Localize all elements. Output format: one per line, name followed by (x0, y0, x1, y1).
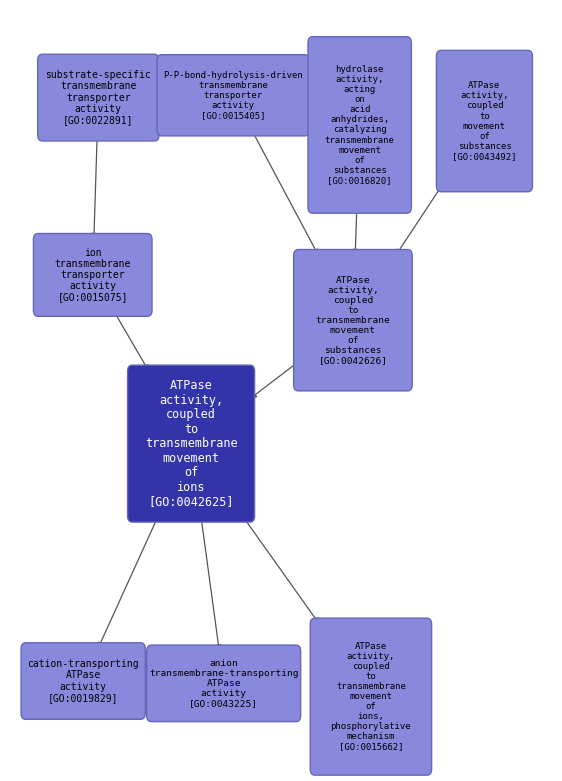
Text: ATPase
activity,
coupled
to
transmembrane
movement
of
ions
[GO:0042625]: ATPase activity, coupled to transmembran… (145, 379, 237, 508)
FancyBboxPatch shape (310, 619, 432, 775)
Text: substrate-specific
transmembrane
transporter
activity
[GO:0022891]: substrate-specific transmembrane transpo… (46, 70, 151, 125)
FancyBboxPatch shape (38, 55, 159, 141)
FancyBboxPatch shape (436, 50, 533, 192)
FancyBboxPatch shape (157, 55, 309, 136)
FancyBboxPatch shape (308, 37, 411, 213)
Text: P-P-bond-hydrolysis-driven
transmembrane
transporter
activity
[GO:0015405]: P-P-bond-hydrolysis-driven transmembrane… (164, 71, 303, 119)
FancyBboxPatch shape (293, 250, 413, 391)
FancyBboxPatch shape (21, 643, 145, 719)
FancyBboxPatch shape (128, 366, 255, 522)
Text: cation-transporting
ATPase
activity
[GO:0019829]: cation-transporting ATPase activity [GO:… (28, 659, 139, 703)
FancyBboxPatch shape (34, 234, 152, 316)
Text: ATPase
activity,
coupled
to
transmembrane
movement
of
substances
[GO:0042626]: ATPase activity, coupled to transmembran… (315, 276, 391, 365)
Text: ion
transmembrane
transporter
activity
[GO:0015075]: ion transmembrane transporter activity [… (55, 248, 131, 302)
Text: ATPase
activity,
coupled
to
movement
of
substances
[GO:0043492]: ATPase activity, coupled to movement of … (452, 81, 516, 161)
FancyBboxPatch shape (147, 645, 301, 722)
Text: anion
transmembrane-transporting
ATPase
activity
[GO:0043225]: anion transmembrane-transporting ATPase … (149, 659, 298, 708)
Text: ATPase
activity,
coupled
to
transmembrane
movement
of
ions,
phosphorylative
mech: ATPase activity, coupled to transmembran… (330, 642, 411, 751)
Text: hydrolase
activity,
acting
on
acid
anhydrides,
catalyzing
transmembrane
movement: hydrolase activity, acting on acid anhyd… (325, 65, 395, 185)
